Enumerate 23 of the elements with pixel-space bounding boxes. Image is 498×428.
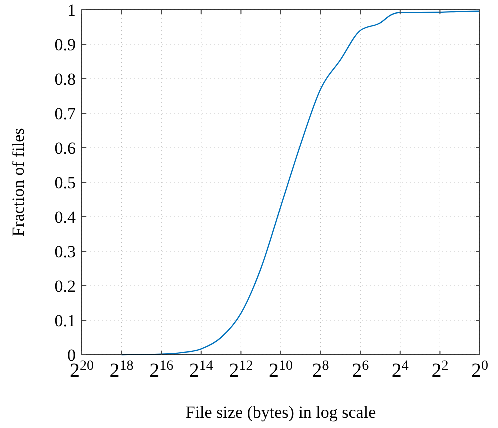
x-tick-label: 2$^{14}$ [189,358,214,382]
x-tick-label: 2$^{10}$ [269,358,293,382]
x-tick-label: 2$^{0}$ [472,358,488,382]
y-tick-label: 1 [68,0,76,20]
y-tick-label: 0.1 [54,311,76,330]
y-tick-label: 0.9 [54,35,76,54]
x-tick-label: 2$^{8}$ [312,358,330,382]
y-tick-label: 0.2 [54,276,76,296]
x-tick-label: 2$^{4}$ [392,358,409,382]
y-tick-label: 0.5 [54,173,76,192]
x-tick-label: 2$^{16}$ [150,358,174,382]
y-tick-label: 0.7 [54,104,76,124]
x-tick-label: 2$^{2}$ [432,358,449,382]
y-tick-label: 0.3 [54,242,76,262]
x-tick-label: 2$^{12}$ [229,358,254,382]
y-axis-title: Fraction of files [9,128,28,237]
y-tick-label: 0 [68,346,76,365]
y-tick-label: 0.4 [54,208,76,227]
y-tick-label: 0.8 [54,70,76,89]
x-axis-title: File size (bytes) in log scale [186,403,376,422]
x-tick-label: 2$^{18}$ [110,358,134,382]
y-tick-label: 0.6 [54,138,76,158]
x-tick-label: 2$^{6}$ [352,358,370,382]
